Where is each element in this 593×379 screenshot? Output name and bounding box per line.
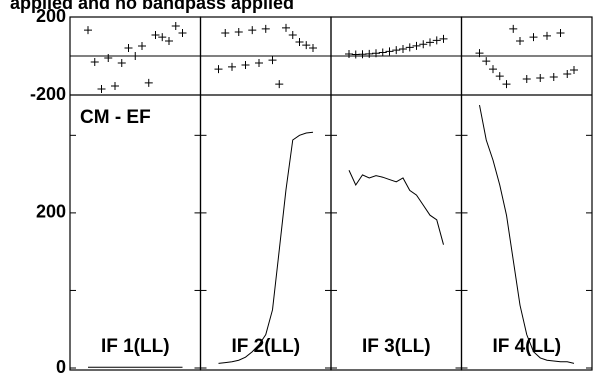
phase-point — [144, 78, 153, 87]
phase-point — [358, 50, 367, 59]
phase-point — [392, 46, 401, 55]
amplitude-line — [348, 170, 444, 245]
panel-label: IF 4(LL) — [492, 336, 561, 357]
phase-point — [261, 24, 270, 33]
phase-point — [234, 28, 243, 37]
phase-point — [84, 26, 92, 35]
phase-point — [117, 59, 126, 68]
panel-frame — [199, 16, 332, 371]
phase-point — [365, 49, 374, 58]
phase-point — [475, 49, 484, 58]
phase-point — [309, 44, 317, 53]
phase-point — [151, 30, 160, 39]
phase-point — [282, 23, 290, 32]
phase-point — [502, 80, 511, 89]
phase-point — [295, 37, 304, 46]
phase-point — [509, 24, 518, 33]
amplitude-line — [218, 131, 314, 364]
phase-point — [131, 52, 140, 60]
phase-point — [288, 30, 297, 39]
phase-point — [268, 56, 277, 65]
panel-label: IF 3(LL) — [362, 336, 431, 357]
phase-point — [124, 44, 133, 53]
phase-point — [419, 40, 428, 49]
panel-label: IF 1(LL) — [101, 336, 170, 357]
y-tick-label: -200 — [30, 84, 66, 104]
amplitude-line — [479, 104, 575, 364]
phase-point — [556, 28, 565, 37]
phase-point — [482, 57, 491, 66]
chart-title: applied and no bandpass applied — [10, 0, 294, 13]
phase-point — [104, 53, 113, 62]
phase-point — [255, 59, 263, 68]
panel-frame — [69, 16, 202, 371]
phase-point — [214, 65, 223, 74]
phase-point — [495, 72, 504, 81]
phase-point — [241, 60, 250, 69]
y-tick-label: 200 — [36, 6, 66, 26]
phase-point — [385, 47, 394, 56]
phase-point — [275, 80, 284, 89]
phase-point — [138, 42, 146, 51]
phase-point — [165, 36, 173, 45]
phase-point — [543, 31, 551, 40]
phase-point — [97, 84, 106, 93]
phase-point — [345, 50, 353, 59]
phase-point — [178, 28, 187, 37]
phase-point — [221, 28, 230, 37]
phase-point — [529, 33, 538, 42]
phase-point — [378, 48, 387, 57]
phase-point — [399, 44, 407, 53]
phase-point — [563, 69, 572, 78]
phase-point — [372, 49, 380, 58]
phase-point — [158, 33, 167, 42]
phase-point — [432, 36, 441, 45]
panel-frame — [330, 16, 463, 371]
y-tick-label: 0 — [56, 357, 66, 377]
phase-point — [522, 75, 531, 84]
y-tick-label: 200 — [36, 202, 66, 222]
phase-point — [351, 50, 360, 59]
phase-point — [111, 82, 119, 91]
phase-point — [302, 41, 311, 50]
phase-point — [439, 34, 448, 43]
phase-point — [426, 38, 434, 47]
phase-point — [489, 65, 497, 74]
phase-point — [90, 58, 99, 67]
phase-point — [536, 74, 545, 83]
phase-point — [412, 41, 421, 50]
phase-point — [228, 62, 236, 71]
phase-point — [405, 43, 414, 52]
phase-point — [549, 73, 558, 82]
phase-point — [248, 26, 257, 35]
source-label: CM - EF — [80, 107, 151, 128]
phase-point — [516, 36, 524, 45]
panel-label: IF 2(LL) — [231, 336, 300, 357]
phase-point — [171, 21, 180, 30]
panel-frame — [460, 16, 593, 371]
phase-point — [570, 66, 578, 75]
